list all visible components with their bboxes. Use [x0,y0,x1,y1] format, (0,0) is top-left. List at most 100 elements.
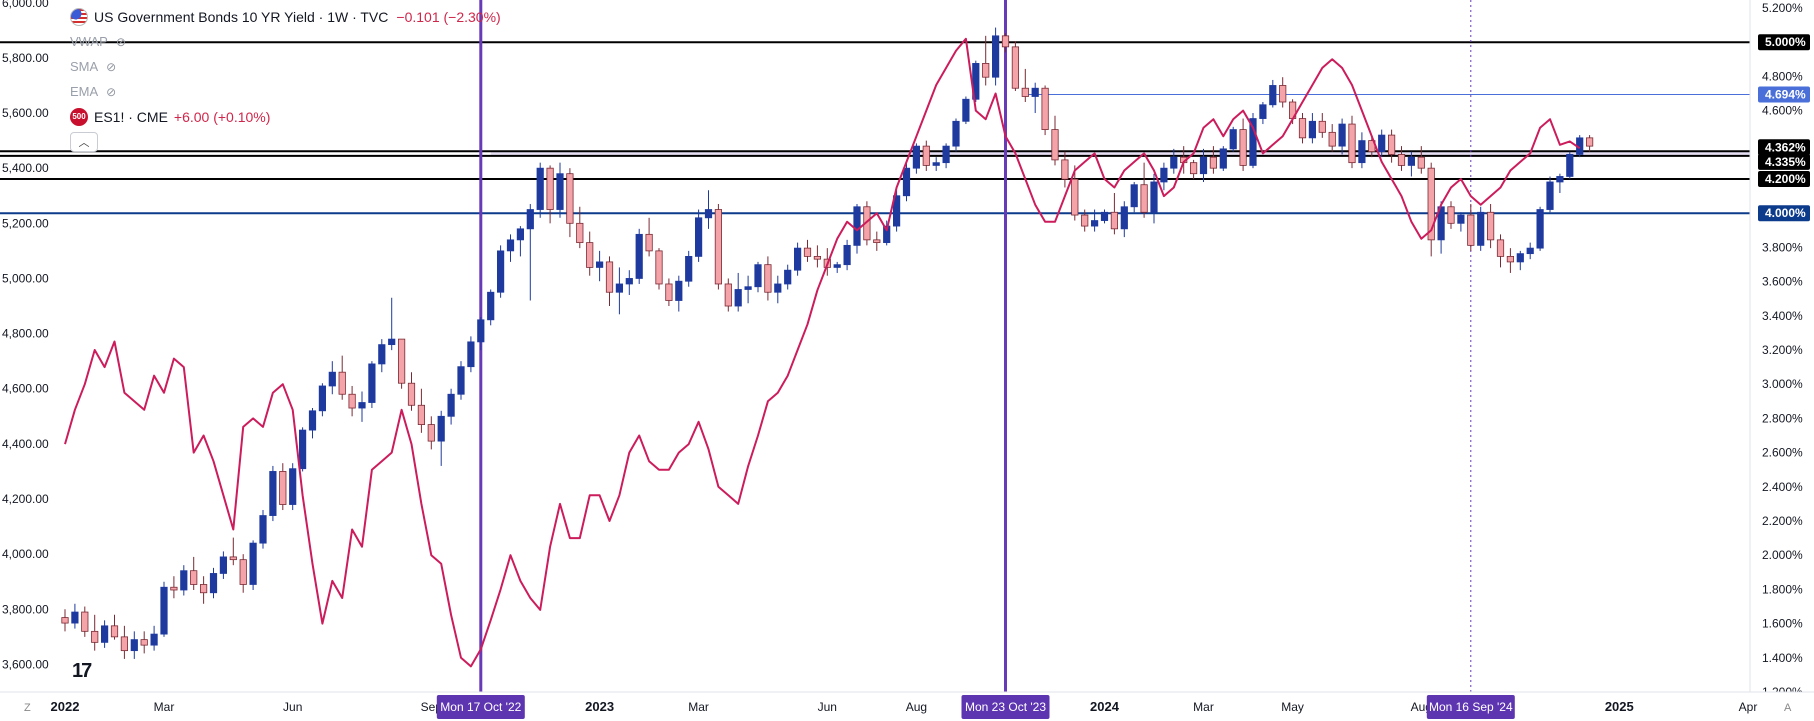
symbol-change: −0.101 (−2.30%) [396,8,501,25]
candle [605,261,614,293]
timezone-icon[interactable]: Z [24,702,31,714]
candle [467,341,475,368]
auto-scale-icon[interactable]: A [1784,702,1792,714]
candle [586,242,594,268]
left-tick-label: 3,600.00 [2,657,49,671]
price-label-bg [1758,34,1810,51]
price-label: 4.335% [1765,155,1806,169]
right-axis: 1.200%1.400%1.600%1.800%2.000%2.200%2.40… [1758,1,1810,699]
candle [1447,206,1455,224]
candle [209,573,218,594]
candle [912,145,921,169]
candle [902,167,911,197]
eye-off-icon[interactable]: ⊘ [106,84,117,99]
compare-symbol[interactable]: ES1! · CME [94,108,168,125]
right-tick-label: 4.600% [1762,104,1803,118]
date-tag: Mon 16 Sep '24 [1429,700,1513,714]
candle [1496,239,1505,257]
candle [269,471,277,516]
candle [1388,134,1396,155]
candle [1259,104,1267,119]
price-label-bg [1758,205,1810,222]
left-tick-label: 4,000.00 [2,547,49,561]
candle [596,261,604,268]
candle [61,617,69,624]
candle [71,611,79,624]
indicator-ema-label: EMA [70,84,99,99]
candle [803,247,812,257]
candle [1071,178,1079,216]
candle [724,283,732,307]
candle [536,167,544,210]
candle [932,162,940,166]
candle [219,556,227,574]
candle [1586,137,1594,147]
candle [526,209,534,230]
candle [1358,140,1366,164]
candle [229,556,237,561]
plot-area [0,0,1750,692]
candle [1239,129,1247,166]
candle [348,393,356,409]
compare-symbol-row[interactable]: 500 ES1! · CME +6.00 (+0.10%) [70,104,501,129]
indicator-ema[interactable]: EMA ⊘ [70,79,501,104]
x-tick-label: Mar [1193,700,1214,714]
candle [1397,153,1406,166]
candle [120,636,128,652]
right-tick-label: 5.200% [1762,1,1803,15]
candle [952,120,960,147]
candle [249,542,257,585]
candlestick-series [61,27,1594,659]
right-tick-label: 3.600% [1762,275,1803,289]
candle [150,633,158,646]
x-tick-label: Jun [283,700,302,714]
right-tick-label: 4.800% [1762,69,1803,83]
candle [665,283,673,301]
date-tag: Mon 17 Oct '22 [440,700,521,714]
candle [962,98,970,122]
price-label: 4.200% [1765,172,1806,186]
candle [635,233,643,279]
candle [368,363,376,403]
candle [764,264,772,293]
x-tick-label: Jun [818,700,837,714]
candle [576,222,584,244]
candle [1556,176,1564,183]
chevron-up-icon[interactable]: ︿ [70,131,98,152]
indicator-sma[interactable]: SMA ⊘ [70,54,501,79]
x-tick-label: 2023 [585,699,614,714]
eye-off-icon[interactable]: ⊘ [115,34,126,49]
candle [625,278,633,285]
candle [1417,156,1425,169]
candle [1269,85,1277,106]
candle [437,415,445,442]
candle [1190,162,1198,175]
candle [447,393,455,417]
date-tag-bg [436,695,525,719]
eye-off-icon[interactable]: ⊘ [106,59,117,74]
candle [1061,159,1069,180]
candle [1506,255,1514,263]
x-tick-label: 2022 [51,699,80,714]
x-tick-label: May [1281,700,1304,714]
candle [1041,87,1049,130]
legend-title-row[interactable]: US Government Bonds 10 YR Yield · 1W · T… [70,4,501,29]
candle [1219,148,1227,169]
candle [942,145,950,164]
candle [704,209,713,219]
candle [784,269,792,285]
candle [279,471,287,505]
left-axis: 3,600.00 3,800.00 4,000.00 4,200.00 4,400.00… [2,0,49,671]
right-tick-label: 1.800% [1762,582,1803,596]
symbol-title[interactable]: US Government Bonds 10 YR Yield · 1W · T… [94,8,389,25]
indicator-sma-label: SMA [70,59,99,74]
candle [1100,211,1109,221]
candle [1427,167,1435,241]
price-label: 4.000% [1765,206,1806,220]
indicator-vwap[interactable]: VWAP ⊘ [70,29,501,54]
candle [190,570,198,585]
candle [180,570,188,591]
candle [1170,156,1178,169]
candle [1140,184,1148,213]
